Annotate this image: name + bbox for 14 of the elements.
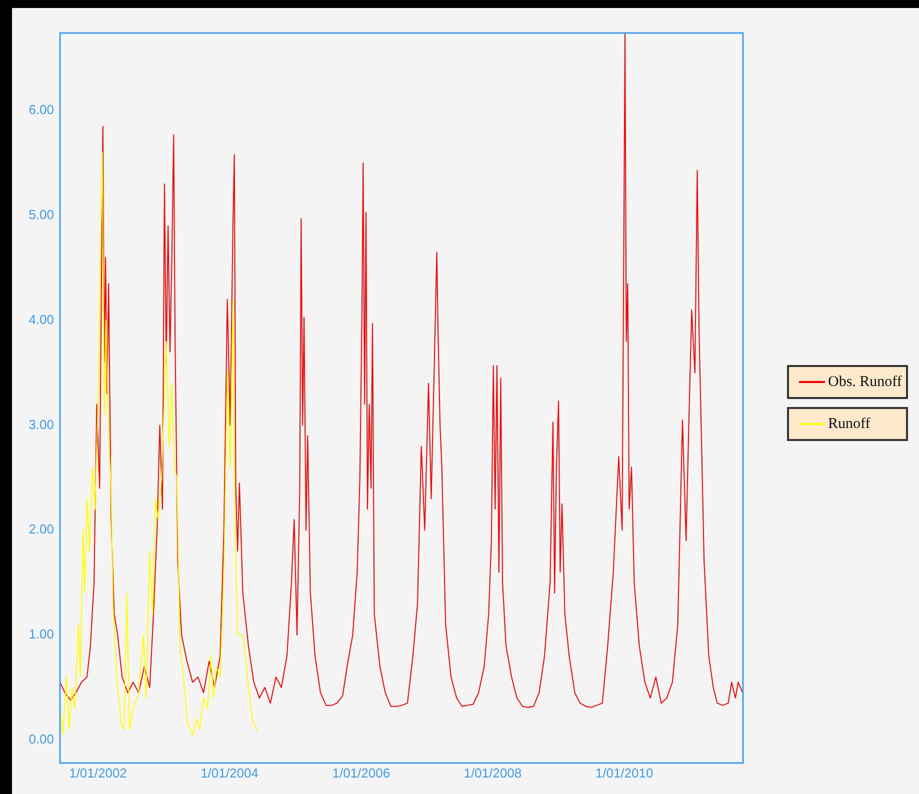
y-tick-label: 6.00 [28, 102, 54, 118]
y-tick-label: 1.00 [28, 626, 54, 642]
y-tick-label: 5.00 [28, 207, 54, 222]
x-tick-label: 1/01/2010 [595, 765, 654, 780]
legend-label: Obs. Runoff [828, 374, 902, 390]
x-tick-label: 1/01/2006 [332, 765, 390, 780]
x-tick-label: 1/01/2004 [200, 765, 258, 780]
y-tick-label: 2.00 [28, 522, 54, 537]
y-tick-label: 3.00 [28, 416, 54, 432]
legend-label: Runoff [828, 416, 870, 432]
y-tick-label: 0.00 [28, 732, 54, 747]
x-tick-label: 1/01/2002 [69, 765, 127, 780]
x-tick-label: 1/01/2008 [464, 765, 522, 780]
y-tick-label: 4.00 [28, 312, 54, 327]
